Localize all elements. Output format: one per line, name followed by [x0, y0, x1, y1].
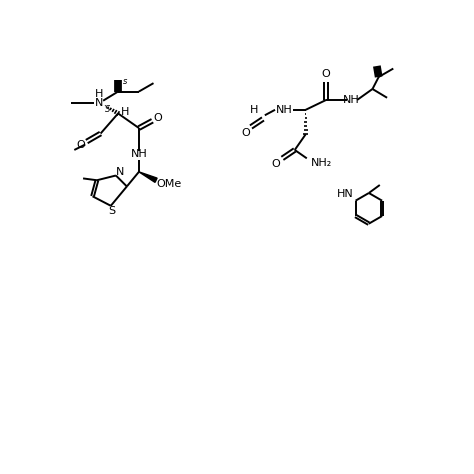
- Text: s: s: [123, 77, 128, 86]
- Text: O: O: [76, 140, 85, 150]
- Text: HN: HN: [337, 189, 354, 199]
- Polygon shape: [139, 172, 157, 182]
- Text: NH: NH: [130, 149, 147, 159]
- Text: NH: NH: [276, 105, 292, 115]
- Text: OMe: OMe: [156, 179, 182, 189]
- Text: S: S: [104, 105, 110, 114]
- Text: N: N: [95, 98, 103, 108]
- Text: NH: NH: [343, 95, 360, 105]
- Text: S: S: [109, 206, 116, 216]
- Text: O: O: [322, 69, 330, 80]
- Text: H: H: [250, 105, 258, 115]
- Text: O: O: [154, 113, 162, 123]
- Text: H: H: [121, 107, 129, 118]
- Text: O: O: [272, 159, 280, 169]
- Text: N: N: [116, 167, 125, 177]
- Text: O: O: [241, 128, 250, 138]
- Text: H: H: [95, 90, 103, 100]
- Text: NH₂: NH₂: [311, 158, 332, 168]
